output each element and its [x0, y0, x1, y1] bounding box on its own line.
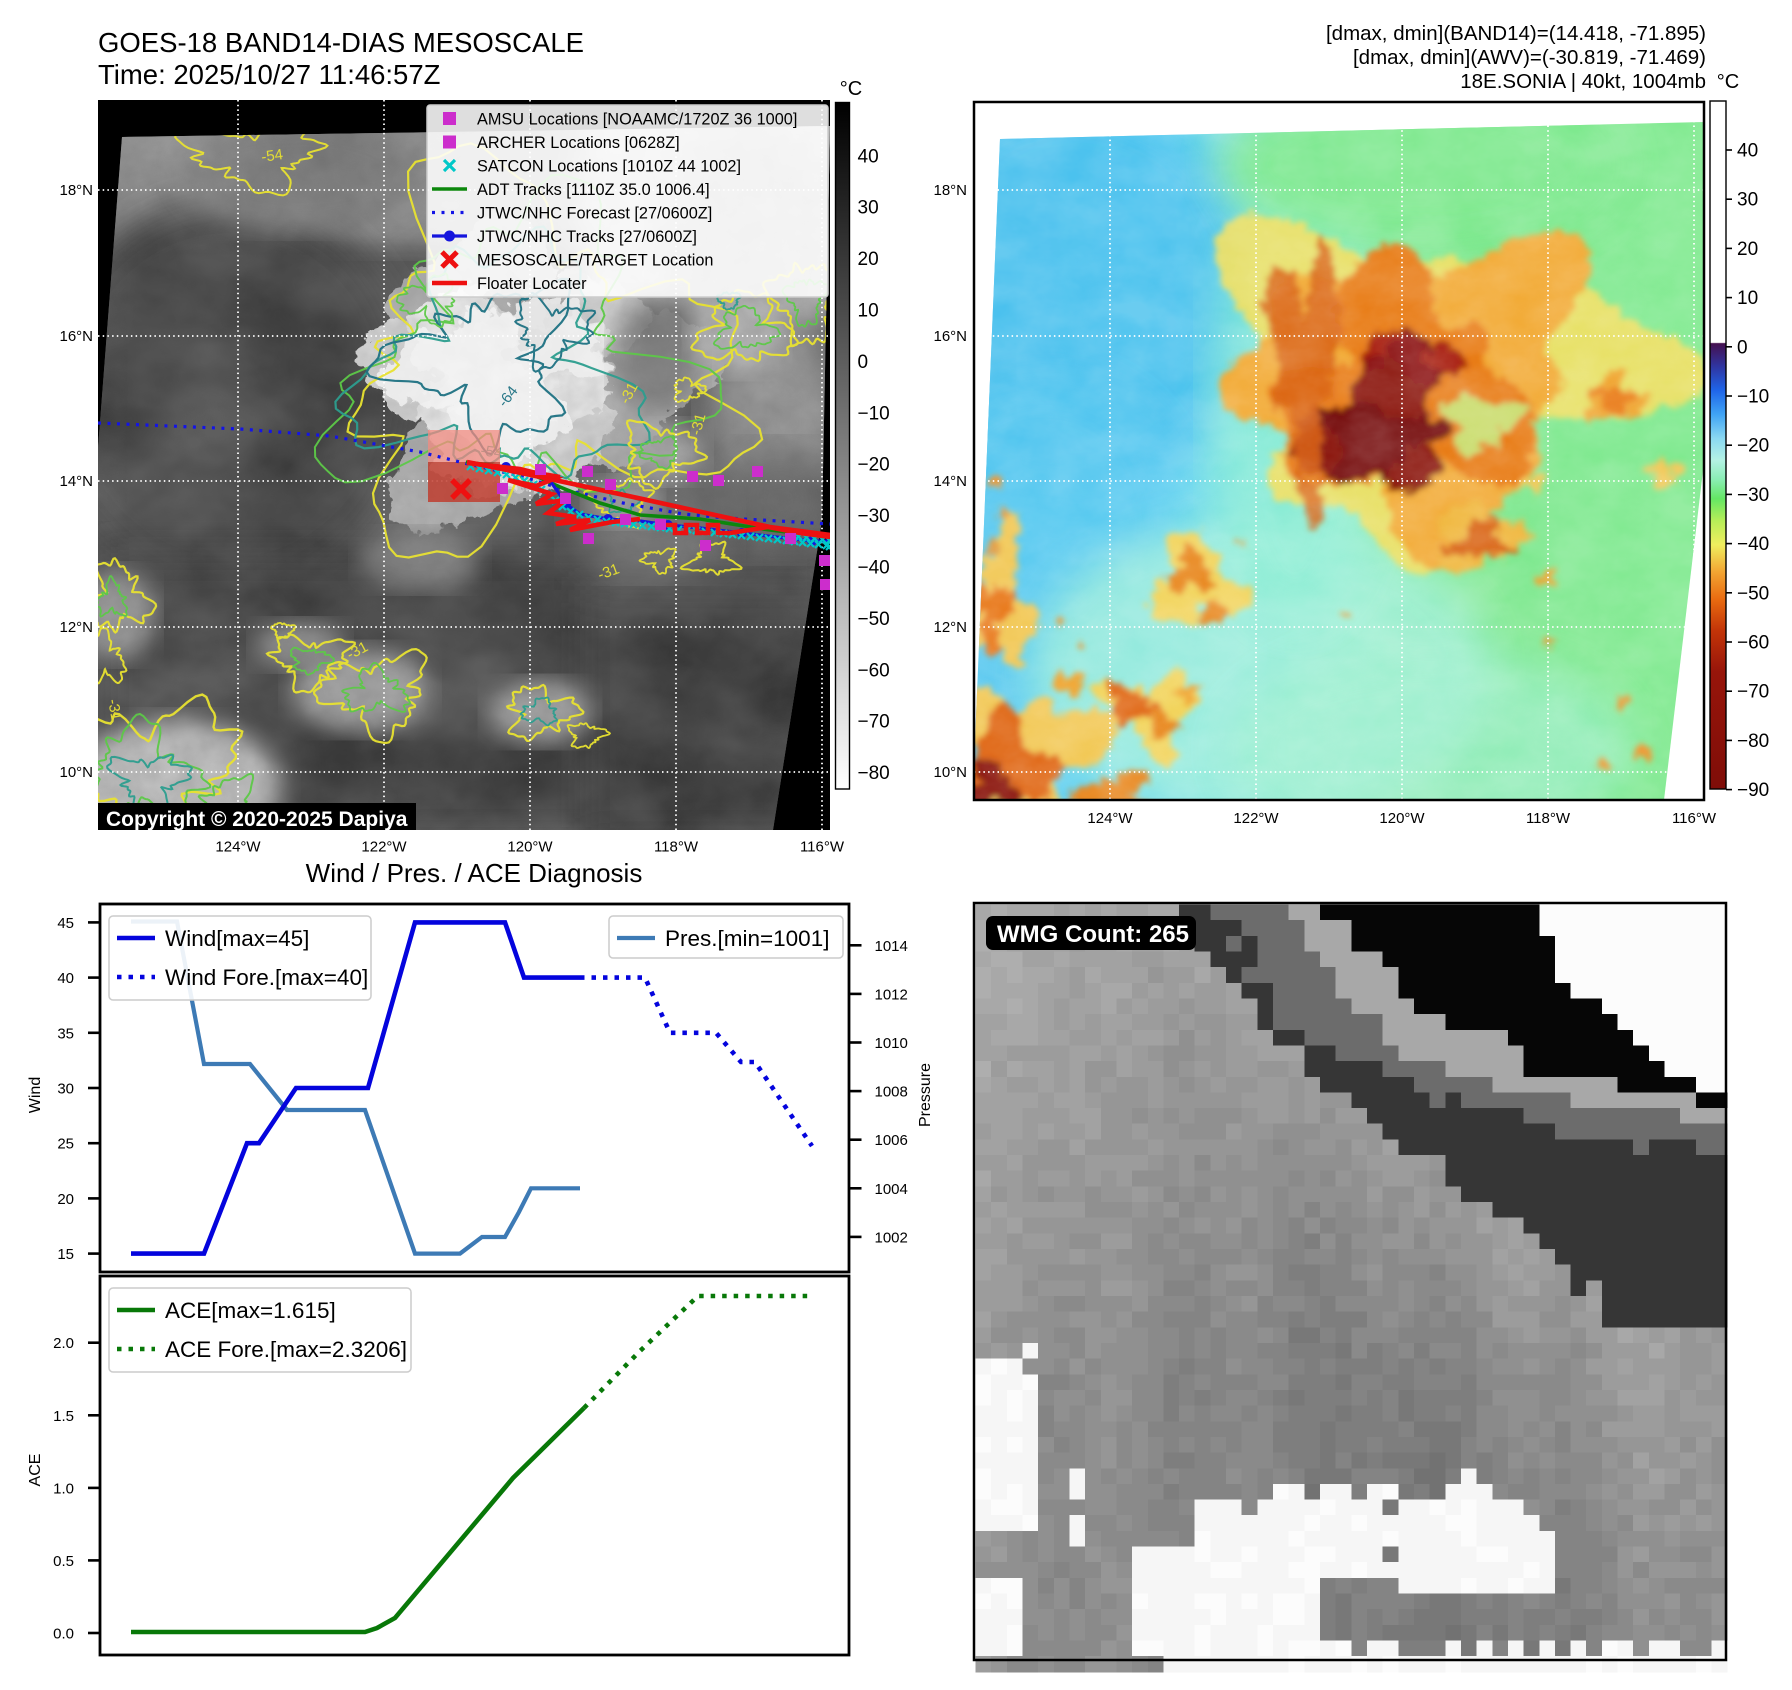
svg-text:118°W: 118°W [654, 839, 699, 856]
svg-text:Wind / Pres. / ACE Diagnosis: Wind / Pres. / ACE Diagnosis [306, 858, 643, 888]
svg-text:Time: 2025/10/27 11:46:57Z: Time: 2025/10/27 11:46:57Z [98, 59, 440, 90]
svg-text:124°W: 124°W [215, 839, 261, 856]
svg-text:ACE Fore.[max=2.3206]: ACE Fore.[max=2.3206] [165, 1337, 407, 1362]
svg-text:116°W: 116°W [1672, 810, 1717, 827]
svg-text:18E.SONIA | 40kt, 1004mb: 18E.SONIA | 40kt, 1004mb [1460, 70, 1706, 93]
svg-text:16°N: 16°N [59, 328, 93, 345]
svg-text:-54: -54 [260, 146, 284, 166]
svg-text:−70: −70 [858, 712, 890, 733]
svg-text:12°N: 12°N [933, 619, 967, 636]
svg-text:1.0: 1.0 [53, 1480, 74, 1497]
svg-text:14°N: 14°N [933, 473, 967, 490]
svg-text:0.0: 0.0 [53, 1626, 74, 1643]
svg-text:-31: -31 [687, 412, 709, 437]
svg-text:−40: −40 [858, 558, 890, 579]
svg-text:Wind Fore.[max=40]: Wind Fore.[max=40] [165, 965, 368, 990]
svg-text:35: 35 [57, 1025, 74, 1042]
svg-text:−60: −60 [1737, 633, 1769, 654]
svg-text:18°N: 18°N [59, 182, 93, 199]
svg-text:1012: 1012 [875, 986, 908, 1003]
svg-text:1.5: 1.5 [53, 1408, 74, 1425]
svg-text:1010: 1010 [875, 1035, 908, 1052]
svg-text:°C: °C [840, 78, 862, 100]
svg-text:−80: −80 [858, 763, 890, 784]
svg-text:0: 0 [1737, 337, 1748, 358]
svg-text:-31: -31 [104, 698, 125, 722]
svg-text:−10: −10 [858, 403, 890, 424]
svg-text:−60: −60 [858, 660, 890, 681]
svg-text:1008: 1008 [875, 1084, 908, 1101]
svg-text:20: 20 [858, 249, 879, 270]
svg-text:[dmax, dmin](AWV)=(-30.819, -7: [dmax, dmin](AWV)=(-30.819, -71.469) [1353, 46, 1706, 69]
svg-text:122°W: 122°W [361, 839, 407, 856]
svg-text:1004: 1004 [875, 1181, 908, 1198]
svg-text:-31: -31 [596, 560, 622, 583]
svg-text:Wind: Wind [27, 1077, 44, 1113]
svg-text:Copyright © 2020-2025 Dapiya: Copyright © 2020-2025 Dapiya [106, 808, 408, 831]
svg-text:JTWC/NHC Tracks [27/0600Z]: JTWC/NHC Tracks [27/0600Z] [477, 228, 697, 246]
svg-text:°C: °C [1717, 71, 1739, 93]
svg-text:−20: −20 [858, 455, 890, 476]
svg-text:ADT Tracks [1110Z 35.0 1006.4]: ADT Tracks [1110Z 35.0 1006.4] [477, 181, 710, 199]
svg-text:12°N: 12°N [59, 619, 93, 636]
svg-text:20: 20 [1737, 239, 1758, 260]
svg-text:ARCHER Locations [0628Z]: ARCHER Locations [0628Z] [477, 134, 680, 152]
svg-text:1002: 1002 [875, 1229, 908, 1246]
svg-text:−40: −40 [1737, 534, 1769, 555]
svg-text:−10: −10 [1737, 387, 1769, 408]
svg-text:−80: −80 [1737, 731, 1769, 752]
svg-text:−90: −90 [1737, 780, 1769, 801]
svg-text:Floater Locater: Floater Locater [477, 275, 587, 293]
svg-text:10: 10 [1737, 288, 1758, 309]
svg-text:122°W: 122°W [1233, 810, 1279, 827]
svg-text:[dmax, dmin](BAND14)=(14.418,: [dmax, dmin](BAND14)=(14.418, -71.895) [1326, 22, 1706, 45]
svg-text:15: 15 [57, 1246, 74, 1263]
svg-text:40: 40 [57, 970, 74, 987]
svg-text:18°N: 18°N [933, 182, 967, 199]
svg-text:30: 30 [57, 1081, 74, 1098]
svg-text:20: 20 [57, 1191, 74, 1208]
svg-text:1006: 1006 [875, 1132, 908, 1149]
svg-text:−20: −20 [1737, 436, 1769, 457]
svg-text:124°W: 124°W [1087, 810, 1133, 827]
svg-text:2.0: 2.0 [53, 1335, 74, 1352]
svg-text:40: 40 [1737, 141, 1758, 162]
svg-text:SATCON Locations [1010Z 44 100: SATCON Locations [1010Z 44 1002] [477, 158, 741, 176]
svg-text:16°N: 16°N [933, 328, 967, 345]
svg-text:116°W: 116°W [800, 839, 845, 856]
svg-text:120°W: 120°W [507, 839, 553, 856]
svg-text:45: 45 [57, 915, 74, 932]
svg-text:−50: −50 [858, 609, 890, 630]
svg-text:ACE: ACE [27, 1454, 44, 1487]
svg-text:−30: −30 [1737, 485, 1769, 506]
svg-text:30: 30 [1737, 190, 1758, 211]
svg-text:Pres.[min=1001]: Pres.[min=1001] [665, 926, 829, 951]
svg-text:GOES-18 BAND14-DIAS MESOSCALE: GOES-18 BAND14-DIAS MESOSCALE [98, 27, 584, 58]
svg-text:14°N: 14°N [59, 473, 93, 490]
svg-text:120°W: 120°W [1379, 810, 1425, 827]
svg-text:30: 30 [858, 198, 879, 219]
svg-text:10: 10 [858, 301, 879, 322]
svg-text:1014: 1014 [875, 938, 908, 955]
svg-text:0.5: 0.5 [53, 1553, 74, 1570]
svg-text:Pressure: Pressure [917, 1063, 934, 1127]
svg-text:0: 0 [858, 352, 869, 373]
svg-text:Wind[max=45]: Wind[max=45] [165, 926, 309, 951]
svg-text:−70: −70 [1737, 682, 1769, 703]
svg-text:−50: −50 [1737, 583, 1769, 604]
svg-text:JTWC/NHC Forecast [27/0600Z]: JTWC/NHC Forecast [27/0600Z] [477, 205, 712, 223]
svg-text:−30: −30 [858, 506, 890, 527]
svg-text:25: 25 [57, 1136, 74, 1153]
svg-text:40: 40 [858, 146, 879, 167]
svg-text:10°N: 10°N [59, 764, 93, 781]
svg-text:MESOSCALE/TARGET Location: MESOSCALE/TARGET Location [477, 252, 713, 270]
svg-text:118°W: 118°W [1526, 810, 1571, 827]
svg-text:AMSU Locations [NOAAMC/1720Z 3: AMSU Locations [NOAAMC/1720Z 36 1000] [477, 111, 797, 129]
svg-text:ACE[max=1.615]: ACE[max=1.615] [165, 1298, 336, 1323]
svg-text:WMG Count: 265: WMG Count: 265 [997, 921, 1189, 948]
svg-text:10°N: 10°N [933, 764, 967, 781]
